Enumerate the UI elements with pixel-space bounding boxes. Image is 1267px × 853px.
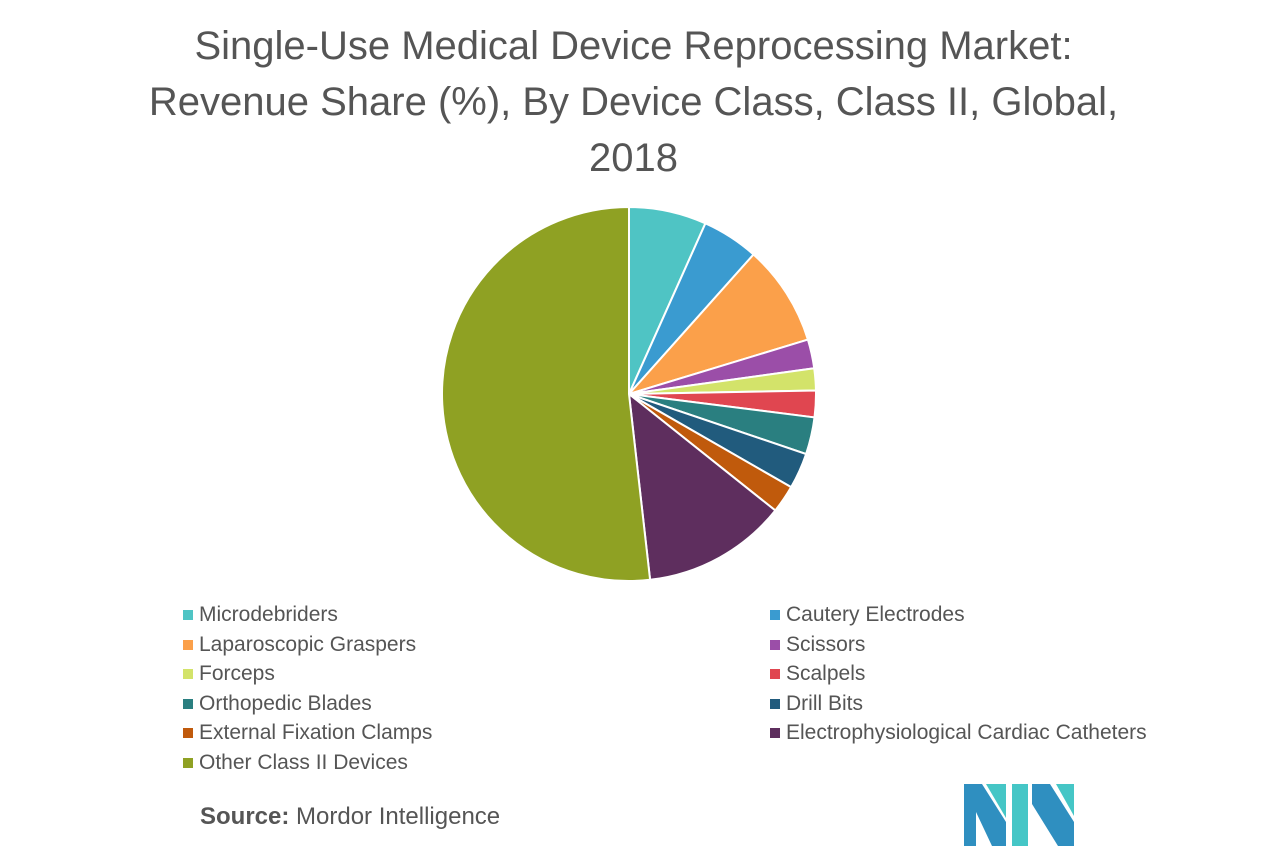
source-note: Source: Mordor Intelligence bbox=[200, 803, 500, 831]
legend-label: External Fixation Clamps bbox=[199, 721, 433, 745]
legend-label: Orthopedic Blades bbox=[199, 691, 372, 715]
legend-swatch bbox=[770, 669, 780, 680]
source-value: Mordor Intelligence bbox=[296, 803, 501, 830]
legend-swatch bbox=[183, 758, 193, 768]
legend-label: Electrophysiological Cardiac Catheters bbox=[786, 721, 1147, 745]
legend-label: Drill Bits bbox=[786, 691, 863, 715]
legend-label: Microdebriders bbox=[199, 603, 338, 626]
legend-swatch bbox=[183, 669, 193, 680]
legend-item: Orthopedic Blades bbox=[183, 692, 372, 716]
legend-label: Forceps bbox=[199, 662, 275, 686]
title-line-2: Revenue Share (%), By Device Class, Clas… bbox=[148, 80, 1119, 124]
legend-item: Scalpels bbox=[770, 662, 865, 686]
legend-swatch bbox=[770, 610, 780, 620]
legend-swatch bbox=[770, 639, 780, 650]
legend-swatch bbox=[183, 728, 193, 739]
legend-label: Scalpels bbox=[786, 662, 866, 686]
legend-label: Laparoscopic Graspers bbox=[199, 632, 417, 656]
legend-swatch bbox=[770, 698, 780, 709]
legend-item: Drill Bits bbox=[770, 692, 863, 716]
mordor-intelligence-logo bbox=[964, 784, 1074, 846]
legend-item: Laparoscopic Graspers bbox=[183, 633, 416, 657]
legend-item: Other Class II Devices bbox=[183, 751, 408, 775]
legend-swatch bbox=[770, 728, 780, 739]
legend-label: Other Class II Devices bbox=[199, 751, 408, 774]
legend-item: Forceps bbox=[183, 662, 275, 686]
legend-swatch bbox=[183, 639, 193, 650]
legend-item: External Fixation Clamps bbox=[183, 721, 432, 745]
source-label: Source: bbox=[200, 803, 290, 830]
legend-item: Electrophysiological Cardiac Catheters bbox=[770, 721, 1147, 745]
legend-swatch bbox=[183, 610, 193, 620]
legend-item: Cautery Electrodes bbox=[770, 603, 965, 627]
legend-swatch bbox=[183, 698, 193, 709]
title-line-1: Single-Use Medical Device Reprocessing M… bbox=[194, 24, 1073, 68]
chart-title: Single-Use Medical Device Reprocessing M… bbox=[0, 18, 1267, 186]
legend-label: Cautery Electrodes bbox=[786, 603, 965, 626]
legend-item: Scissors bbox=[770, 633, 865, 657]
legend-item: Microdebriders bbox=[183, 603, 338, 627]
pie-slice-other-class-ii-devices bbox=[440, 205, 652, 582]
legend-label: Scissors bbox=[786, 632, 866, 656]
title-line-3: 2018 bbox=[589, 136, 678, 180]
pie-slice-laparoscopic-graspers bbox=[625, 253, 810, 396]
pie-slice-electrophysiological-cardiac-catheters bbox=[627, 391, 777, 581]
